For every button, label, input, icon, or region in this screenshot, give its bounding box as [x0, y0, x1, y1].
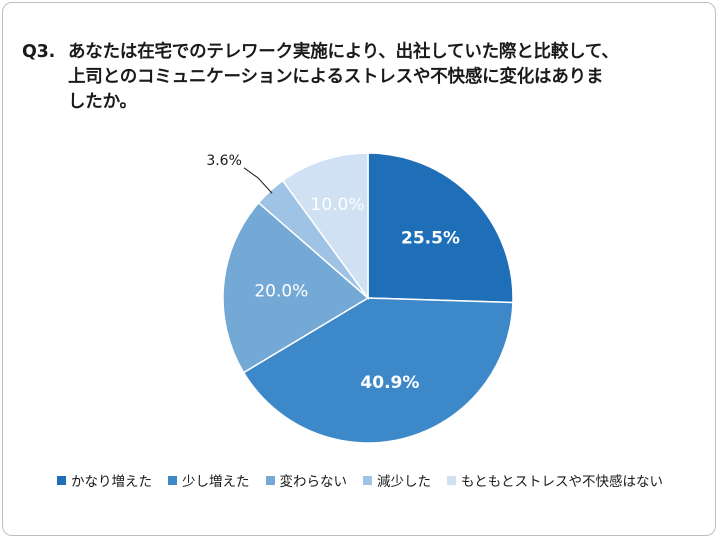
data-label-motomoto: 10.0%	[311, 195, 365, 215]
legend-label-kanari: かなり増えた	[71, 474, 153, 490]
data-label-kanari: 25.5%	[401, 228, 460, 248]
legend-label-kawaranai: 変わらない	[279, 474, 348, 490]
legend-item-genshou: 減少した	[363, 470, 431, 490]
legend-swatch-sukoshi	[168, 475, 178, 485]
legend-swatch-motomoto	[447, 475, 457, 485]
legend-swatch-genshou	[363, 475, 373, 485]
pie-slices	[222, 152, 514, 444]
title-line-3: したか。	[68, 92, 137, 112]
pie-slice-kawaranai	[222, 201, 370, 374]
legend-item-motomoto: もともとストレスや不快感はない	[447, 470, 663, 490]
data-label-kawaranai: 20.0%	[254, 281, 308, 301]
title-line-1: あなたは在宅でのテレワーク実施により、出社していた際と比較して、	[68, 42, 619, 62]
legend-swatch-kawaranai	[265, 475, 275, 485]
chart-title: Q3. あなたは在宅でのテレワーク実施により、出社していた際と比較して、 上司との…	[22, 40, 702, 115]
pie-slice-motomoto	[281, 152, 369, 301]
legend-label-sukoshi: 少し増えた	[182, 474, 250, 490]
data-labels: 25.5% 40.9% 20.0% 3.6% 10.0%	[206, 153, 460, 393]
legend-label-genshou: 減少した	[377, 474, 432, 490]
leader-lines	[243, 167, 273, 194]
legend-swatch-kanari	[57, 475, 67, 485]
leader-line-genshou	[243, 167, 273, 194]
pie-slice-sukoshi	[242, 297, 514, 444]
title-line-2: 上司とのコミュニケーションによるストレスや不快感に変化はありま	[68, 67, 604, 87]
legend-item-sukoshi: 少し増えた	[168, 470, 250, 490]
data-label-sukoshi: 40.9%	[360, 373, 419, 393]
legend-item-kawaranai: 変わらない	[265, 470, 348, 490]
legend: かなり増えた 少し増えた 変わらない 減少した もともとストレスや不快感はない	[0, 470, 720, 490]
pie-slice-kanari	[367, 152, 514, 304]
title-prefix: Q3.	[22, 42, 56, 62]
data-label-genshou: 3.6%	[206, 153, 242, 169]
legend-item-kanari: かなり増えた	[57, 470, 152, 490]
legend-label-motomoto: もともとストレスや不快感はない	[461, 474, 663, 490]
